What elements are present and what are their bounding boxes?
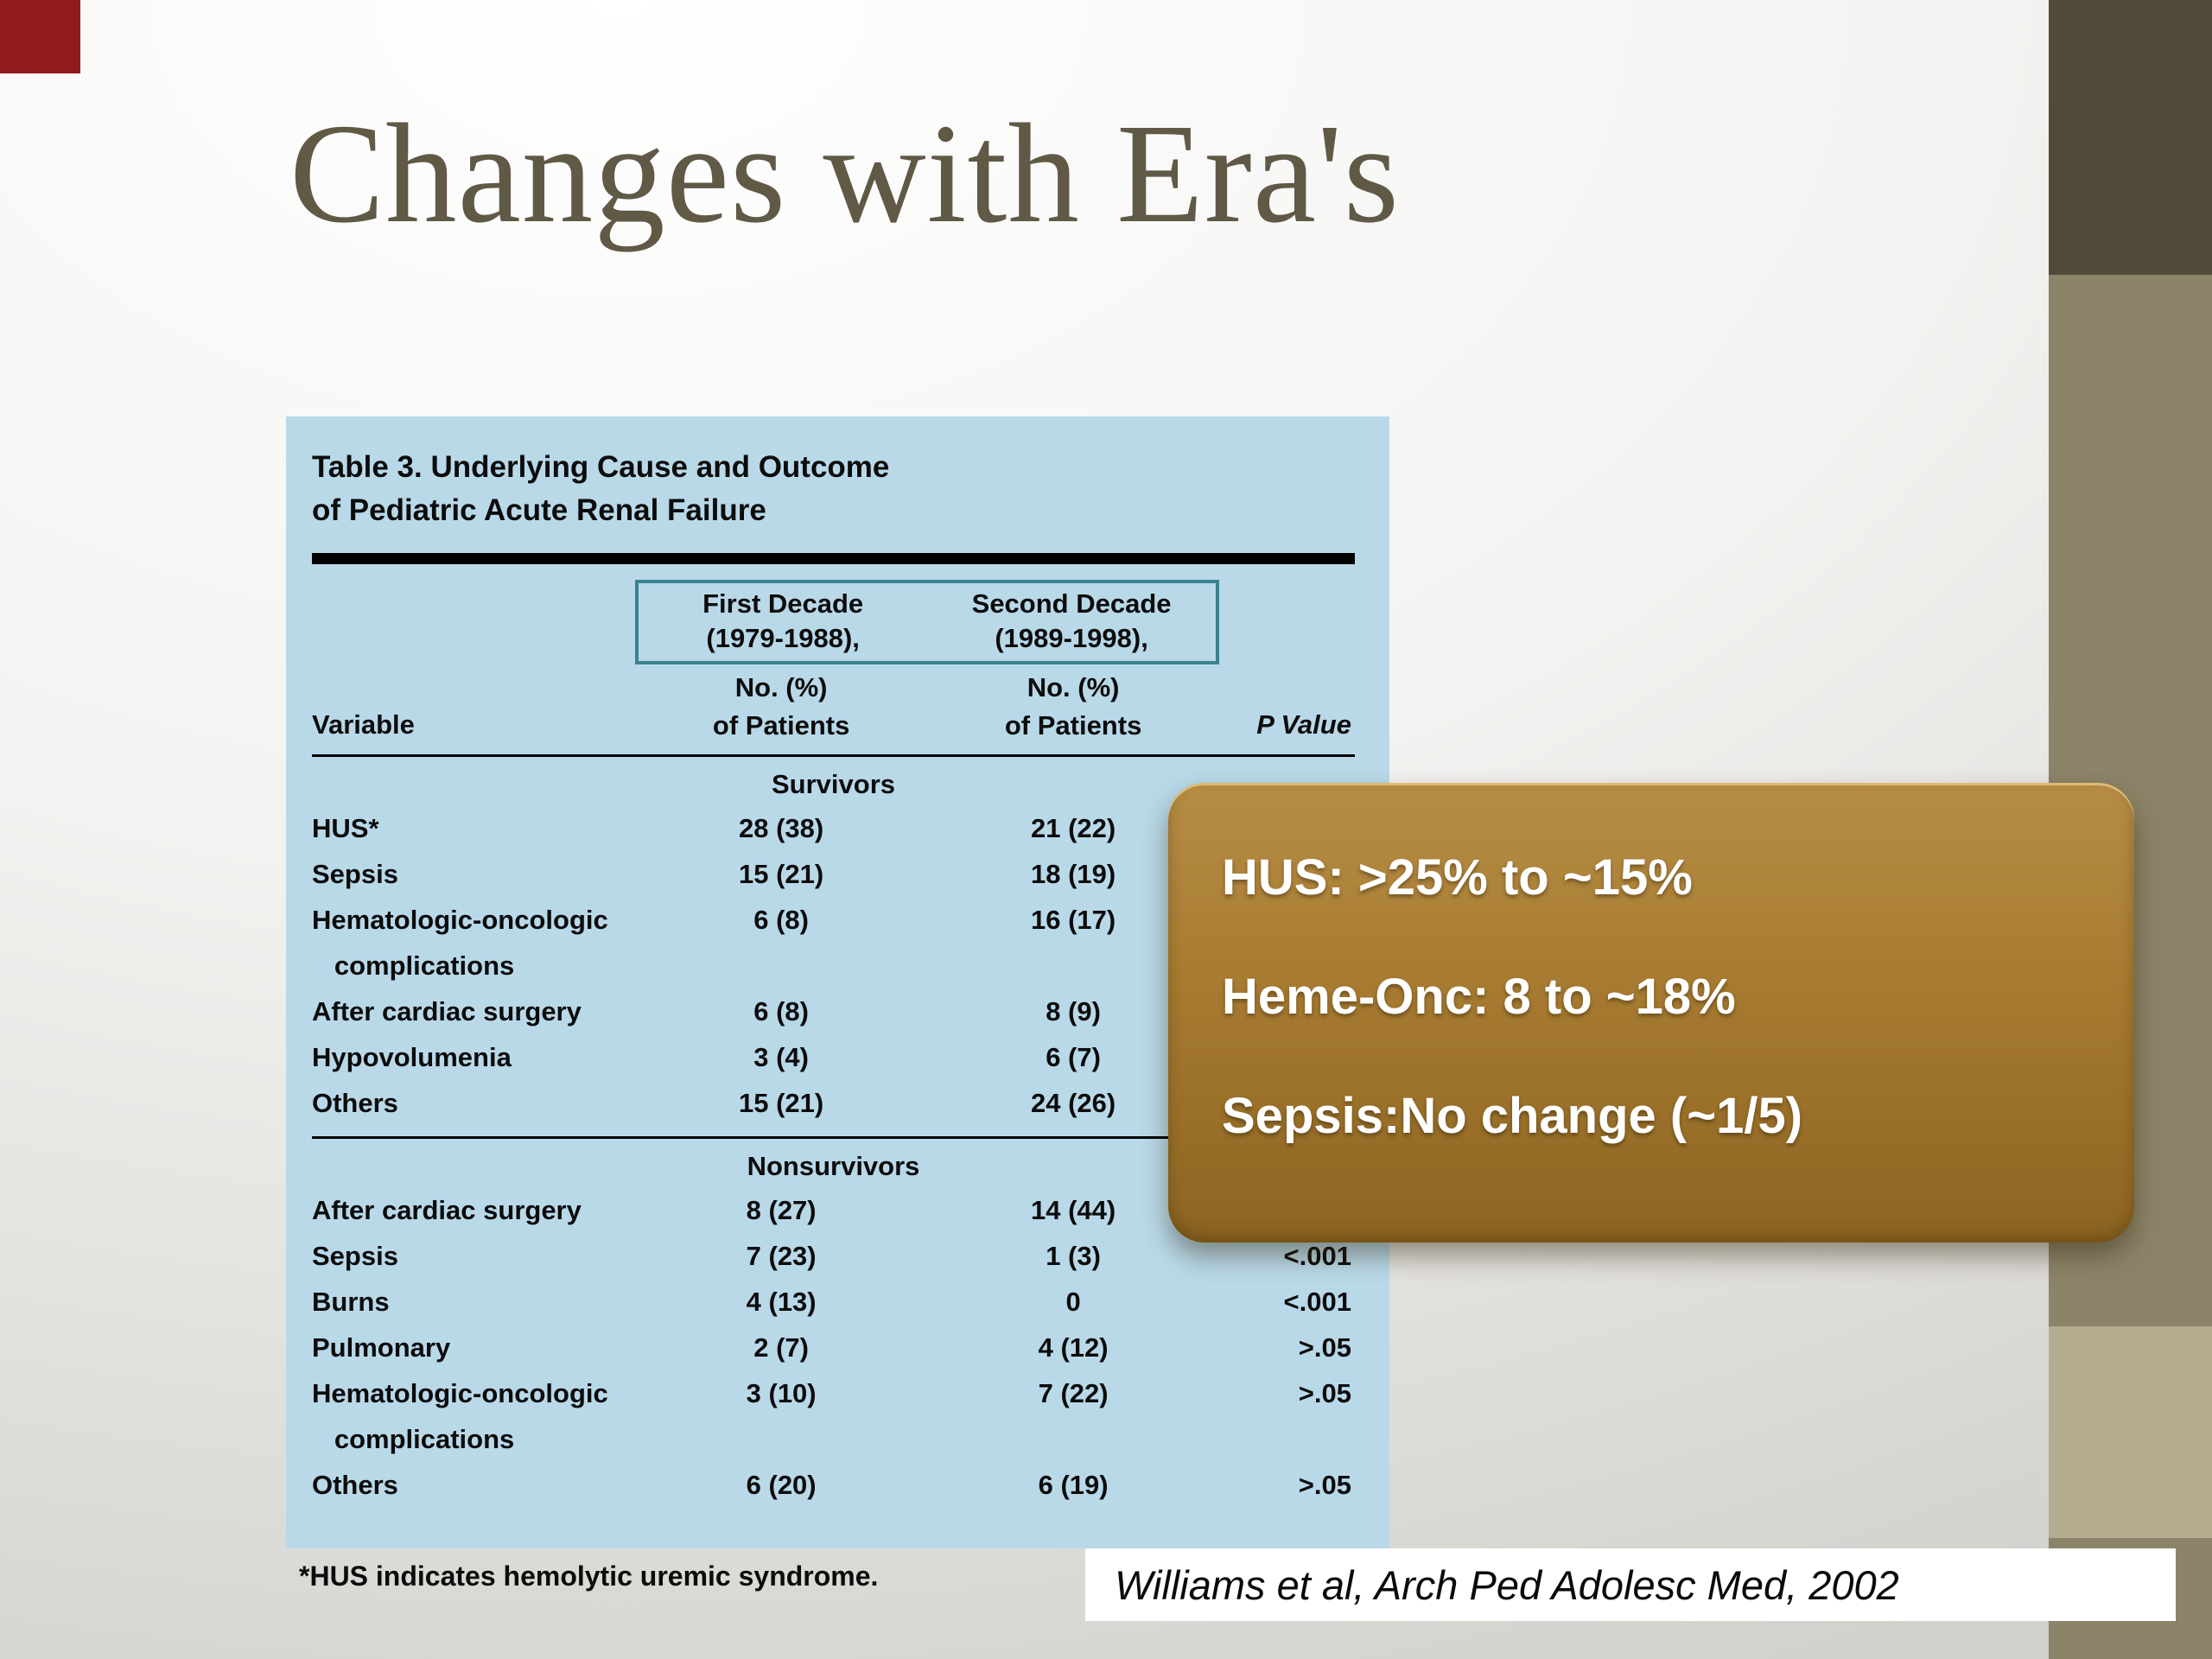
table-row: Burns 4 (13) 0 <.001 — [312, 1279, 1355, 1325]
section-label-survivors: Survivors — [771, 769, 895, 799]
corner-accent — [0, 0, 80, 73]
callout-line-sepsis: Sepsis:No change (~1/5) — [1222, 1088, 1803, 1144]
row-variable: After cardiac surgery — [312, 1195, 582, 1225]
table-row: Hematologic-oncologic complications 3 (1… — [312, 1370, 1355, 1462]
row-variable: Pulmonary — [312, 1332, 451, 1363]
table-row: HUS* 28 (38) 21 (22) — [312, 805, 1355, 851]
row-first-value: 7 (23) — [746, 1241, 817, 1271]
column-labels-row: Variable of Patients of Patients P Value — [312, 706, 1355, 744]
of-patients-first: of Patients — [712, 710, 850, 741]
callout-line-heme-onc: Heme-Onc: 8 to ~18% — [1222, 969, 1736, 1025]
table-row: Hematologic-oncologic complications 6 (8… — [312, 897, 1355, 988]
band-segment-light — [2049, 1326, 2212, 1538]
row-second-value: 7 (22) — [1038, 1378, 1109, 1408]
row-first-value: 6 (8) — [753, 996, 809, 1027]
second-decade-years: (1989-1998), — [995, 623, 1148, 653]
row-second-value: 6 (19) — [1038, 1470, 1109, 1500]
row-variable: Burns — [312, 1287, 390, 1317]
divider-thick — [312, 553, 1355, 564]
row-second-value: 1 (3) — [1046, 1241, 1101, 1271]
row-variable: Hypovolumenia — [312, 1042, 512, 1072]
table-row: Pulmonary 2 (7) 4 (12) >.05 — [312, 1325, 1355, 1370]
citation-text: Williams et al, Arch Ped Adolesc Med, 20… — [1115, 1561, 1899, 1608]
row-second-value: 21 (22) — [1030, 813, 1116, 843]
row-variable: HUS* — [312, 813, 379, 843]
row-first-value: 3 (10) — [746, 1378, 817, 1408]
row-p-value: <.001 — [1283, 1287, 1351, 1317]
row-first-value: 15 (21) — [739, 859, 824, 889]
row-variable: Hematologic-oncologic complications — [312, 1378, 608, 1454]
row-variable: Others — [312, 1470, 398, 1500]
row-variable: Sepsis — [312, 1241, 398, 1271]
col-header-second-decade: Second Decade (1989-1998), — [927, 587, 1216, 656]
table-caption-line2: of Pediatric Acute Renal Failure — [312, 493, 766, 527]
table-row: Sepsis 15 (21) 18 (19) — [312, 851, 1355, 897]
row-first-value: 6 (8) — [753, 905, 809, 935]
row-first-value: 2 (7) — [753, 1332, 809, 1363]
first-decade-years: (1979-1988), — [706, 623, 860, 653]
row-p-value: >.05 — [1298, 1378, 1351, 1408]
row-second-value: 18 (19) — [1030, 859, 1116, 889]
row-second-value: 4 (12) — [1038, 1332, 1109, 1363]
row-first-value: 28 (38) — [739, 813, 824, 843]
no-pct-second: No. (%) — [1027, 672, 1120, 702]
row-variable: Others — [312, 1088, 398, 1118]
callout-line-hus: HUS: >25% to ~15% — [1222, 849, 1693, 906]
section-label-nonsurvivors: Nonsurvivors — [747, 1151, 920, 1181]
divider-thin — [312, 1136, 1355, 1139]
citation-strip: Williams et al, Arch Ped Adolesc Med, 20… — [1085, 1548, 2176, 1621]
col-header-first-decade: First Decade (1979-1988), — [639, 587, 927, 656]
table-caption-line1: Table 3. Underlying Cause and Outcome — [312, 450, 890, 484]
callout-box: HUS: >25% to ~15% Heme-Onc: 8 to ~18% Se… — [1168, 783, 2134, 1243]
row-variable: After cardiac surgery — [312, 996, 582, 1027]
row-second-value: 16 (17) — [1030, 905, 1116, 935]
row-second-value: 8 (9) — [1046, 996, 1101, 1027]
row-p-value: >.05 — [1298, 1332, 1351, 1363]
table-row: After cardiac surgery 6 (8) 8 (9) — [312, 988, 1355, 1034]
row-first-value: 15 (21) — [739, 1088, 824, 1118]
row-second-value: 0 — [1065, 1287, 1081, 1317]
decade-highlight-box: First Decade (1979-1988), Second Decade … — [635, 580, 1220, 664]
row-first-value: 4 (13) — [746, 1287, 817, 1317]
table-panel: Table 3. Underlying Cause and Outcome of… — [286, 416, 1389, 1548]
first-decade-label: First Decade — [702, 588, 864, 619]
row-first-value: 6 (20) — [746, 1470, 817, 1500]
row-second-value: 14 (44) — [1030, 1195, 1116, 1225]
table-footnote: *HUS indicates hemolytic uremic syndrome… — [299, 1560, 879, 1592]
variable-header: Variable — [312, 709, 415, 740]
row-first-value: 3 (4) — [753, 1042, 809, 1072]
decade-row: First Decade (1979-1988), Second Decade … — [312, 580, 1355, 670]
table-header: First Decade (1979-1988), Second Decade … — [312, 580, 1355, 744]
row-variable: Hematologic-oncologic complications — [312, 905, 608, 981]
divider-thin — [312, 754, 1355, 757]
table-row: Others 6 (20) 6 (19) >.05 — [312, 1462, 1355, 1508]
no-pct-row: No. (%) No. (%) — [312, 670, 1355, 706]
table-row: Others 15 (21) 24 (26) — [312, 1080, 1355, 1126]
row-second-value: 6 (7) — [1046, 1042, 1101, 1072]
row-variable: Sepsis — [312, 859, 398, 889]
row-p-value: <.001 — [1283, 1241, 1351, 1271]
slide-title: Changes with Era's — [289, 94, 1400, 252]
table-row: After cardiac surgery 8 (27) 14 (44) — [312, 1187, 1355, 1233]
table-row: Sepsis 7 (23) 1 (3) <.001 — [312, 1233, 1355, 1279]
row-second-value: 24 (26) — [1030, 1088, 1116, 1118]
table-caption: Table 3. Underlying Cause and Outcome of… — [312, 446, 1355, 532]
row-p-value: >.05 — [1298, 1470, 1351, 1500]
second-decade-label: Second Decade — [971, 588, 1172, 619]
row-first-value: 8 (27) — [746, 1195, 817, 1225]
table-row: Hypovolumenia 3 (4) 6 (7) — [312, 1034, 1355, 1080]
of-patients-second: of Patients — [1004, 710, 1142, 741]
band-segment-dark — [2049, 0, 2212, 275]
no-pct-first: No. (%) — [734, 672, 828, 702]
p-value-header: P Value — [1256, 709, 1351, 740]
